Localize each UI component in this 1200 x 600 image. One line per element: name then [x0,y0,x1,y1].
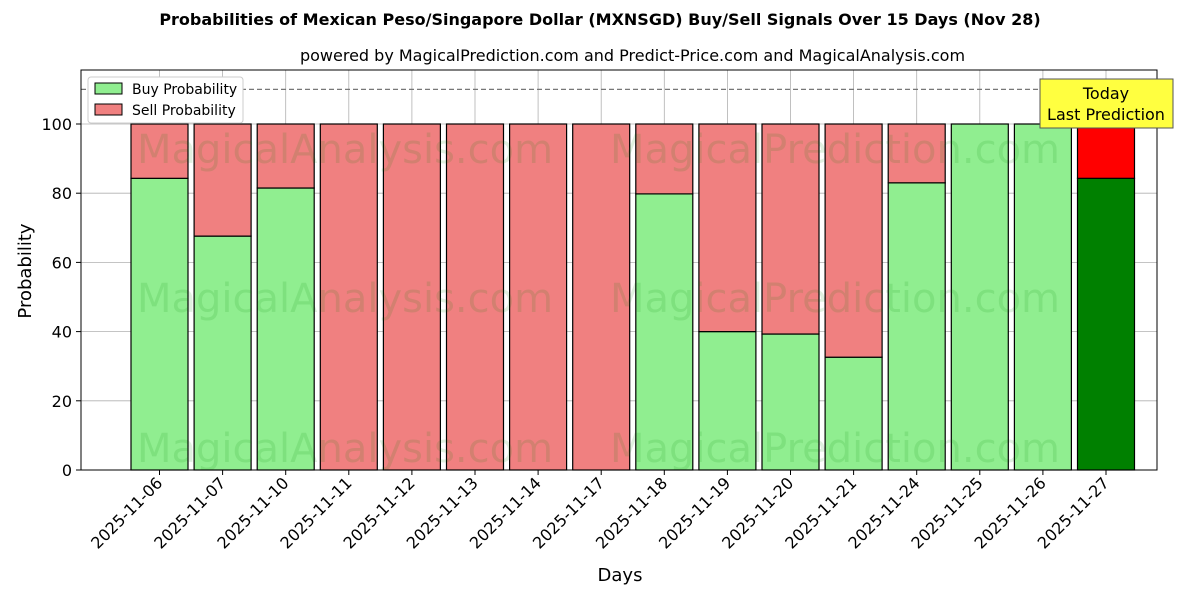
sell-bar [698,123,757,333]
svg-text:20: 20 [52,392,72,411]
svg-text:MagicalPrediction.com: MagicalPrediction.com [610,127,1060,173]
chart-subtitle: powered by MagicalPrediction.com and Pre… [299,46,966,65]
sell-bar [761,123,820,335]
svg-text:Sell Probability: Sell Probability [132,103,236,119]
svg-text:Probability: Probability [15,223,36,318]
svg-text:MagicalAnalysis.com: MagicalAnalysis.com [137,127,553,173]
svg-text:Buy Probability: Buy Probability [132,82,237,98]
svg-text:80: 80 [52,184,72,203]
sell-bar [319,123,378,471]
sell-bar [193,123,252,237]
svg-text:MagicalPrediction.com: MagicalPrediction.com [610,426,1060,472]
sell-bar [824,123,883,358]
buy-bar [1013,123,1073,471]
buy-bar [950,123,1009,471]
sell-bar [256,123,315,189]
sell-bar [509,123,568,471]
svg-text:Today: Today [1082,84,1129,103]
sell-bar [382,123,441,471]
buy-bar [1076,177,1136,471]
svg-text:100: 100 [41,115,72,134]
svg-text:MagicalPrediction.com: MagicalPrediction.com [610,276,1060,322]
svg-text:40: 40 [52,323,72,342]
svg-text:0: 0 [62,461,72,480]
svg-text:Last Prediction: Last Prediction [1047,105,1165,124]
sell-bar [130,123,189,179]
sell-bar [635,123,694,195]
buy-bar [761,333,820,471]
svg-text:60: 60 [52,253,72,272]
sell-bar [1076,123,1136,179]
buy-bar [698,331,757,471]
sell-bar [887,123,946,184]
chart-title: Probabilities of Mexican Peso/Singapore … [159,10,1041,29]
sell-bar [572,123,631,471]
svg-text:MagicalAnalysis.com: MagicalAnalysis.com [137,426,553,472]
svg-text:MagicalAnalysis.com: MagicalAnalysis.com [137,276,553,322]
svg-text:Days: Days [598,565,643,586]
buy-bar [130,177,189,471]
